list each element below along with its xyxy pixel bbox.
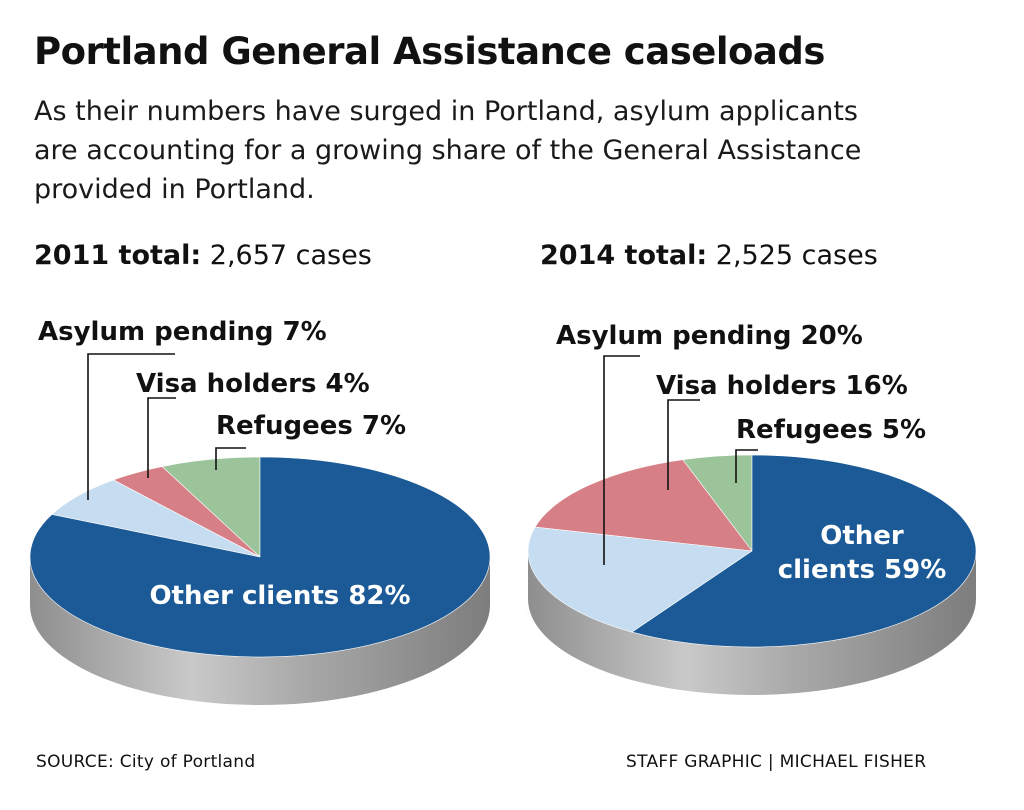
total-2014-value: 2,525 cases	[715, 240, 878, 271]
leader-line-asylum-pending	[603, 355, 640, 565]
slice-label-asylum-pending: Asylum pending 7%	[38, 317, 327, 347]
leader-line-visa-holders	[147, 397, 176, 478]
slice-label-line: Other clients 82%	[149, 581, 410, 611]
slice-label-visa-holders: Visa holders 16%	[656, 371, 908, 401]
slice-label-line: Other	[820, 521, 904, 551]
pie-side	[528, 551, 976, 695]
slice-label-refugees: Refugees 5%	[736, 415, 926, 445]
pie-slice-visa-holders	[534, 459, 753, 552]
pie-side	[30, 557, 490, 705]
slice-label-refugees: Refugees 7%	[216, 411, 406, 441]
chart-title: Portland General Assistance caseloads	[34, 30, 825, 73]
pie-slice-other-clients	[631, 454, 977, 648]
credit-line: STAFF GRAPHIC | MICHAEL FISHER	[626, 752, 927, 772]
pie-slice-other-clients	[29, 456, 491, 658]
slice-label-other-clients: Other clients 59%	[778, 521, 947, 585]
leader-line-refugees	[215, 447, 246, 470]
leader-line-asylum-pending	[87, 353, 175, 500]
chart-subtitle: As their numbers have surged in Portland…	[34, 92, 994, 209]
pie-slice-asylum-pending	[527, 526, 753, 633]
source-note: SOURCE: City of Portland	[36, 752, 256, 772]
leader-line-refugees	[735, 449, 758, 483]
pie-2011: Asylum pending 7% Visa holders 4% Refugees…	[24, 317, 496, 705]
subtitle-line: As their numbers have surged in Portland…	[34, 96, 859, 127]
total-2014: 2014 total: 2,525 cases	[540, 240, 878, 271]
total-2011: 2011 total: 2,657 cases	[34, 240, 372, 271]
total-2011-label: 2011 total:	[34, 240, 202, 271]
subtitle-line: are accounting for a growing share of th…	[34, 135, 862, 166]
pie-slice-refugees	[161, 456, 261, 558]
pie-2014: Asylum pending 20% Visa holders 16% Refuge…	[522, 321, 982, 695]
slice-label-visa-holders: Visa holders 4%	[136, 369, 370, 399]
total-2011-value: 2,657 cases	[209, 240, 372, 271]
slice-label-other-clients: Other clients 82%	[149, 581, 410, 611]
slice-label-asylum-pending: Asylum pending 20%	[556, 321, 863, 351]
pie-slice-asylum-pending	[51, 479, 261, 558]
slice-label-line: clients 59%	[778, 555, 947, 585]
leader-line-visa-holders	[667, 399, 700, 490]
total-2014-label: 2014 total:	[540, 240, 708, 271]
subtitle-line: provided in Portland.	[34, 174, 315, 205]
